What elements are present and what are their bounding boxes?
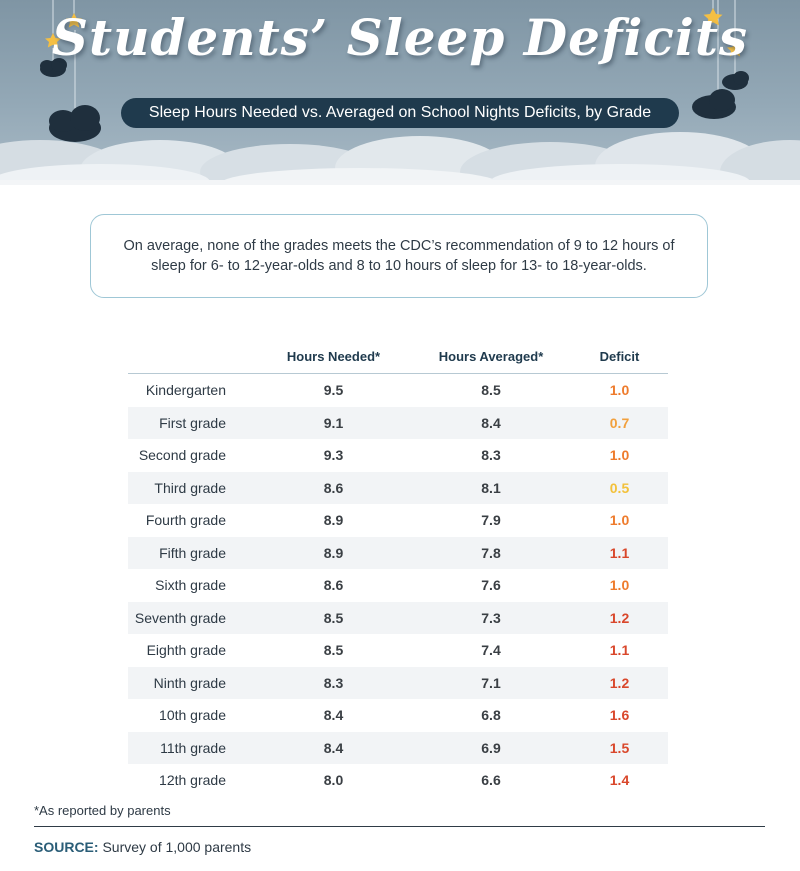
grade-cell: 11th grade	[128, 731, 256, 764]
grade-cell: 10th grade	[159, 707, 226, 724]
hours-averaged-cell: 8.5	[481, 382, 501, 399]
table-row: Sixth grade 8.6 7.6 1.0	[128, 569, 668, 602]
grade-cell: Second grade	[138, 447, 226, 464]
deficit-cell: 1.0	[609, 447, 630, 464]
deficit-cell: 1.5	[571, 731, 668, 764]
hours-needed-cell: 9.5	[323, 382, 344, 399]
table-row: First grade 9.1 8.4 0.7	[128, 406, 668, 439]
hours-needed-cell: 8.4	[256, 731, 411, 764]
data-table-container: Hours Needed* Hours Averaged* Deficit Ki…	[128, 340, 668, 797]
grade-cell: 12th grade	[159, 772, 226, 789]
deficit-cell: 0.7	[571, 406, 668, 439]
hours-averaged-cell: 7.1	[411, 666, 571, 699]
hours-needed-cell: 9.1	[256, 406, 411, 439]
deficit-cell: 1.2	[571, 666, 668, 699]
grade-cell: Fourth grade	[145, 512, 226, 529]
table-row: Third grade 8.6 8.1 0.5	[128, 471, 668, 504]
deficit-cell: 1.4	[609, 772, 630, 789]
sleep-table: Hours Needed* Hours Averaged* Deficit Ki…	[128, 340, 668, 797]
hours-needed-cell: 8.6	[256, 471, 411, 504]
grade-cell: Kindergarten	[145, 382, 226, 399]
table-row: Ninth grade 8.3 7.1 1.2	[128, 666, 668, 699]
hours-averaged-cell: 7.4	[481, 642, 501, 659]
column-header-grade	[128, 340, 256, 374]
table-row: Eighth grade 8.5 7.4 1.1	[128, 634, 668, 667]
table-row: 10th grade 8.4 6.8 1.6	[128, 699, 668, 732]
deficit-cell: 1.0	[609, 382, 630, 399]
grade-cell: Seventh grade	[128, 601, 256, 634]
table-header-row: Hours Needed* Hours Averaged* Deficit	[128, 340, 668, 374]
source-text: Survey of 1,000 parents	[102, 839, 252, 855]
footer-divider	[34, 826, 765, 827]
hours-needed-cell: 8.9	[323, 512, 344, 529]
table-row: Seventh grade 8.5 7.3 1.2	[128, 601, 668, 634]
hours-needed-cell: 8.6	[323, 577, 344, 594]
grade-cell: Third grade	[128, 471, 256, 504]
source-label: SOURCE:	[34, 839, 99, 855]
table-row: Second grade 9.3 8.3 1.0	[128, 439, 668, 472]
table-row: Fourth grade 8.9 7.9 1.0	[128, 504, 668, 537]
sky-decoration	[0, 0, 800, 185]
deficit-cell: 1.0	[609, 577, 630, 594]
hours-needed-cell: 8.4	[323, 707, 344, 724]
chart-subtitle: Sleep Hours Needed vs. Averaged on Schoo…	[121, 98, 679, 128]
grade-cell: Eighth grade	[146, 642, 226, 659]
hours-needed-cell: 9.3	[323, 447, 344, 464]
deficit-cell: 1.1	[609, 642, 630, 659]
source-line: SOURCE: Survey of 1,000 parents	[34, 839, 251, 855]
hours-averaged-cell: 7.8	[411, 536, 571, 569]
table-row: Fifth grade 8.9 7.8 1.1	[128, 536, 668, 569]
hours-needed-cell: 8.3	[256, 666, 411, 699]
note-box: On average, none of the grades meets the…	[90, 214, 708, 298]
star-icon	[703, 8, 723, 26]
hours-needed-cell: 8.0	[323, 772, 344, 789]
hours-averaged-cell: 7.3	[411, 601, 571, 634]
hours-averaged-cell: 8.3	[481, 447, 501, 464]
deficit-cell: 1.6	[609, 707, 630, 724]
column-header-hours-averaged: Hours Averaged*	[411, 340, 571, 374]
chart-title: Students’ Sleep Deficits	[51, 8, 749, 67]
hours-averaged-cell: 6.6	[481, 772, 501, 789]
table-row: Kindergarten 9.5 8.5 1.0	[128, 374, 668, 407]
hours-averaged-cell: 7.6	[481, 577, 501, 594]
note-text: On average, none of the grades meets the…	[123, 238, 675, 274]
column-header-hours-needed: Hours Needed*	[256, 340, 411, 374]
star-icon	[45, 33, 61, 48]
hours-needed-cell: 8.9	[256, 536, 411, 569]
hours-needed-cell: 8.5	[323, 642, 344, 659]
footnote: *As reported by parents	[34, 803, 171, 818]
dark-clouds	[40, 58, 749, 142]
grade-cell: Ninth grade	[128, 666, 256, 699]
hours-needed-cell: 8.5	[256, 601, 411, 634]
deficit-cell: 1.1	[571, 536, 668, 569]
star-icon	[66, 13, 82, 28]
grade-cell: Sixth grade	[155, 577, 226, 594]
table-body: Kindergarten 9.5 8.5 1.0 First grade 9.1 8.4 0.…	[128, 374, 668, 797]
table-row: 11th grade 8.4 6.9 1.5	[128, 731, 668, 764]
deficit-cell: 1.0	[609, 512, 630, 529]
deficit-cell: 1.2	[571, 601, 668, 634]
column-header-deficit: Deficit	[571, 340, 668, 374]
star-icon	[727, 42, 743, 57]
grade-cell: Fifth grade	[128, 536, 256, 569]
table-row: 12th grade 8.0 6.6 1.4	[128, 764, 668, 797]
hanging-stars	[45, 0, 743, 110]
hours-averaged-cell: 8.4	[411, 406, 571, 439]
deficit-cell: 0.5	[571, 471, 668, 504]
cloud-layer	[0, 132, 800, 185]
hours-averaged-cell: 6.8	[481, 707, 501, 724]
hours-averaged-cell: 7.9	[481, 512, 501, 529]
hours-averaged-cell: 8.1	[411, 471, 571, 504]
grade-cell: First grade	[128, 406, 256, 439]
hours-averaged-cell: 6.9	[411, 731, 571, 764]
header-banner: Students’ Sleep Deficits Sleep Hours Nee…	[0, 0, 800, 185]
